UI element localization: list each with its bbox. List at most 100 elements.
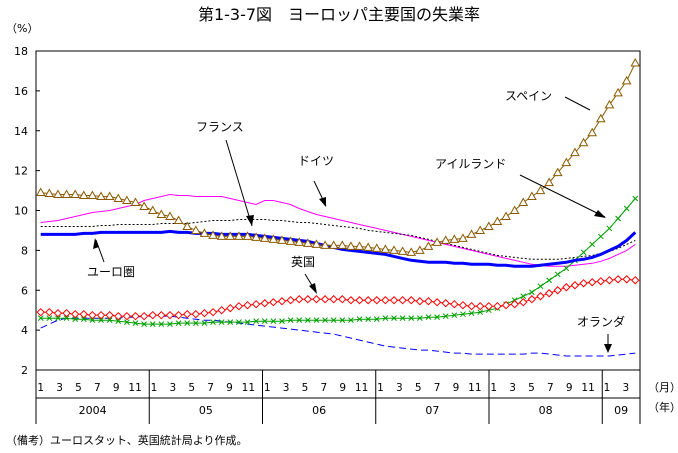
data-point bbox=[70, 309, 80, 319]
series-5 bbox=[36, 275, 640, 321]
data-point bbox=[570, 281, 580, 290]
data-point bbox=[458, 233, 468, 242]
data-point bbox=[149, 321, 156, 327]
data-point bbox=[165, 310, 175, 320]
data-point bbox=[277, 235, 287, 244]
x-month-label: 3 bbox=[283, 382, 290, 394]
data-point bbox=[415, 297, 425, 306]
data-point bbox=[53, 308, 63, 318]
data-point bbox=[408, 315, 415, 322]
x-month-label: 1 bbox=[490, 382, 497, 394]
data-point bbox=[579, 279, 588, 288]
data-point bbox=[621, 75, 632, 85]
series-line bbox=[40, 278, 636, 317]
data-point bbox=[244, 319, 251, 326]
x-unit-year-label: （年） bbox=[648, 400, 678, 414]
data-point bbox=[320, 295, 330, 304]
data-point bbox=[270, 318, 277, 325]
arrowhead-france bbox=[246, 215, 254, 226]
x-month-label: 9 bbox=[453, 382, 460, 394]
data-point bbox=[501, 300, 511, 310]
data-point bbox=[55, 315, 61, 322]
y-tick-label: 14 bbox=[14, 125, 28, 138]
data-point bbox=[175, 320, 182, 327]
series-2 bbox=[40, 219, 636, 260]
data-point bbox=[184, 320, 191, 327]
data-point bbox=[348, 317, 354, 324]
x-month-label: 11 bbox=[355, 382, 368, 394]
data-point bbox=[365, 316, 372, 323]
series-0 bbox=[35, 57, 641, 256]
data-point bbox=[192, 320, 199, 327]
data-point bbox=[373, 316, 380, 323]
data-point bbox=[131, 311, 140, 321]
data-point bbox=[510, 299, 519, 309]
data-point bbox=[597, 233, 604, 240]
data-point bbox=[553, 286, 562, 295]
data-point bbox=[423, 241, 434, 250]
data-point bbox=[165, 211, 175, 220]
data-point bbox=[442, 313, 449, 320]
data-point bbox=[35, 187, 46, 197]
x-axis: 1 3 5 7 9 11 1 3 5 7 9 11 1 3 5 7 9 11 1 3 5 7 9 11 1 3 5 7 9 11 1 3200… bbox=[35, 370, 641, 424]
arrowhead-netherlands bbox=[604, 344, 612, 353]
data-point bbox=[277, 297, 287, 306]
data-point bbox=[242, 231, 253, 240]
series-layer bbox=[35, 57, 641, 357]
data-point bbox=[337, 240, 348, 249]
data-point bbox=[243, 300, 252, 310]
data-point bbox=[380, 244, 391, 253]
data-point bbox=[106, 317, 113, 324]
data-point bbox=[509, 205, 520, 214]
x-month-label: 3 bbox=[623, 382, 630, 394]
data-point bbox=[182, 221, 193, 230]
data-point bbox=[389, 245, 399, 254]
x-month-label: 1 bbox=[264, 382, 271, 394]
data-point bbox=[578, 137, 589, 147]
data-point bbox=[201, 320, 208, 327]
data-point bbox=[372, 296, 381, 305]
data-point bbox=[200, 308, 209, 318]
data-point bbox=[475, 225, 486, 234]
x-month-label: 9 bbox=[226, 382, 233, 394]
data-point bbox=[398, 296, 407, 305]
data-point bbox=[105, 310, 114, 320]
data-point bbox=[587, 127, 598, 137]
data-point bbox=[477, 309, 484, 316]
x-month-label: 1 bbox=[377, 382, 384, 394]
arrowhead-euro bbox=[93, 238, 99, 249]
data-point bbox=[312, 295, 321, 304]
data-point bbox=[484, 301, 494, 311]
data-point bbox=[218, 319, 225, 326]
data-point bbox=[139, 311, 149, 321]
data-point bbox=[251, 299, 261, 309]
data-point bbox=[339, 317, 346, 324]
data-point bbox=[62, 308, 71, 318]
data-point bbox=[467, 301, 476, 311]
data-point bbox=[199, 228, 210, 237]
data-point bbox=[148, 310, 157, 320]
y-tick-label: 8 bbox=[21, 244, 28, 257]
arrowhead-uk bbox=[309, 283, 317, 294]
data-point bbox=[381, 296, 390, 305]
data-point bbox=[355, 296, 364, 305]
data-point bbox=[407, 296, 416, 305]
data-point bbox=[518, 197, 529, 207]
data-point bbox=[527, 191, 537, 201]
x-month-label: 7 bbox=[207, 382, 214, 394]
data-point bbox=[225, 231, 236, 240]
x-month-label: 7 bbox=[321, 382, 328, 394]
data-point bbox=[96, 191, 106, 201]
data-point bbox=[285, 236, 296, 245]
data-point bbox=[313, 317, 320, 324]
y-tick-label: 16 bbox=[14, 85, 28, 98]
data-point bbox=[425, 314, 432, 321]
data-point bbox=[157, 310, 166, 320]
data-point bbox=[561, 157, 572, 167]
data-point bbox=[615, 215, 621, 222]
data-point bbox=[63, 315, 70, 322]
label-france: フランス bbox=[196, 120, 244, 134]
data-point bbox=[589, 241, 596, 248]
x-month-label: 9 bbox=[339, 382, 346, 394]
pointer-spain bbox=[564, 96, 591, 111]
